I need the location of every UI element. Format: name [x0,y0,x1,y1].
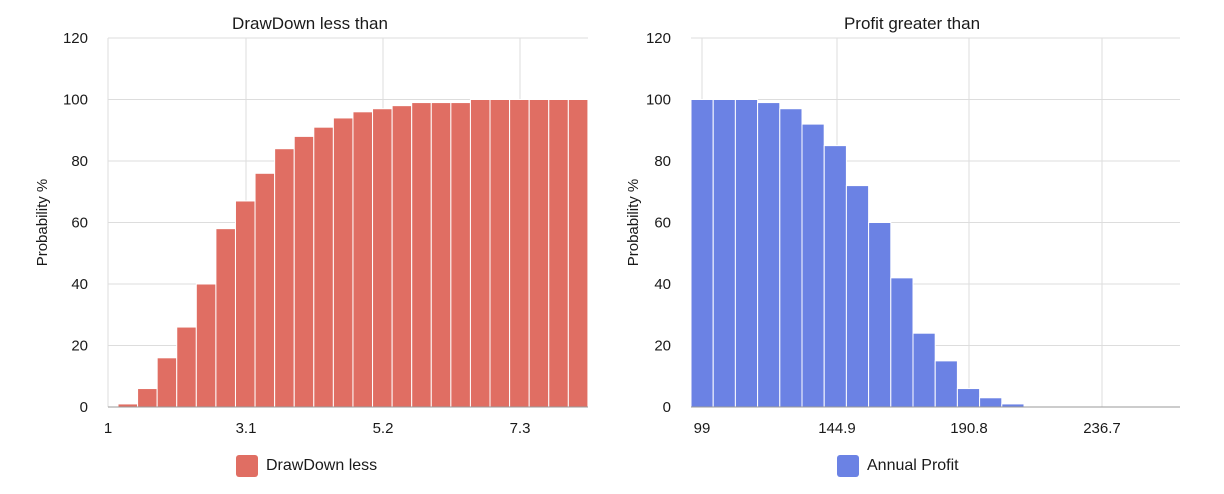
profit-ytick-label: 80 [654,153,671,170]
drawdown-ytick-label: 0 [80,399,88,416]
drawdown-bar [274,148,295,408]
profit-bar [845,185,870,408]
profit-ytick-label: 20 [654,338,671,355]
drawdown-bar [548,99,569,408]
drawdown-bar [372,108,393,408]
profit-xtick-label: 190.8 [950,420,988,437]
drawdown-bar [567,99,589,408]
drawdown-legend[interactable]: DrawDown less [236,455,377,477]
profit-bar [912,332,936,408]
drawdown-ytick-label: 80 [71,153,88,170]
drawdown-ytick-label: 20 [71,338,88,355]
drawdown-bar [450,102,471,408]
profit-xtick-label: 236.7 [1083,420,1121,437]
profit-xtick-label: 144.9 [818,420,856,437]
drawdown-bar [430,102,452,408]
profit-bar [757,102,781,408]
profit-bar [890,277,914,408]
drawdown-xtick-label: 1 [104,420,112,437]
drawdown-bar [313,126,334,408]
drawdown-ylabel: Probability % [34,179,51,267]
drawdown-bar [254,172,276,408]
profit-legend-label: Annual Profit [867,457,959,474]
drawdown-ytick-label: 60 [71,215,88,232]
drawdown-legend-label: DrawDown less [266,457,378,474]
profit-ylabel: Probability % [625,179,642,267]
profit-ytick-label: 100 [646,92,671,109]
profit-bar [956,388,981,408]
drawdown-ytick-label: 40 [71,276,88,293]
profit-bar [801,123,825,408]
drawdown-chart-title: DrawDown less than [232,14,388,33]
profit-legend[interactable]: Annual Profit [837,455,959,477]
drawdown-bar [391,105,413,408]
drawdown-bar [332,117,354,408]
drawdown-bar [195,283,217,408]
drawdown-ytick-label: 120 [63,30,88,47]
profit-chart-title: Profit greater than [843,14,981,33]
drawdown-bar [352,111,374,408]
drawdown-bar [293,135,315,408]
profit-legend-swatch [837,455,859,477]
drawdown-bar [528,99,550,408]
drawdown-bar [469,99,491,408]
drawdown-ytick-label: 100 [63,92,88,109]
profit-ytick-label: 40 [654,276,671,293]
profit-chart: 0 20 40 60 80 100 120 99 144.9 190.8 236.7 Probabil… [625,30,1180,437]
profit-xtick-label: 99 [694,420,711,437]
drawdown-bar [411,102,432,408]
drawdown-bar [489,99,511,408]
drawdown-chart-panel: DrawDown less than 0 20 40 60 80 100 120 1 3.1 5.… [34,14,589,477]
profit-bar [712,99,736,408]
drawdown-xtick-label: 3.1 [236,420,257,437]
drawdown-bar [176,326,197,408]
drawdown-bar [156,357,178,408]
profit-bar [979,397,1003,408]
profit-bar [690,99,714,408]
drawdown-xtick-label: 7.3 [510,420,531,437]
drawdown-bar [215,228,236,408]
drawdown-legend-swatch [236,455,258,477]
profit-bar [934,360,958,408]
profit-bar [868,222,892,408]
profit-chart-panel: Profit greater than 0 20 40 60 80 100 120 99 144… [612,0,1224,494]
profit-ytick-label: 120 [646,30,671,47]
profit-ytick-label: 60 [654,215,671,232]
profit-bar [734,99,759,408]
drawdown-chart: 0 20 40 60 80 100 120 1 3.1 5.2 7.3 Probability % [34,30,589,437]
drawdown-bar [137,388,158,408]
drawdown-bar [509,99,530,408]
drawdown-xtick-label: 5.2 [373,420,394,437]
profit-ytick-label: 0 [663,399,671,416]
drawdown-bar [234,200,256,408]
profit-bar [823,145,847,408]
profit-bar [779,108,803,408]
